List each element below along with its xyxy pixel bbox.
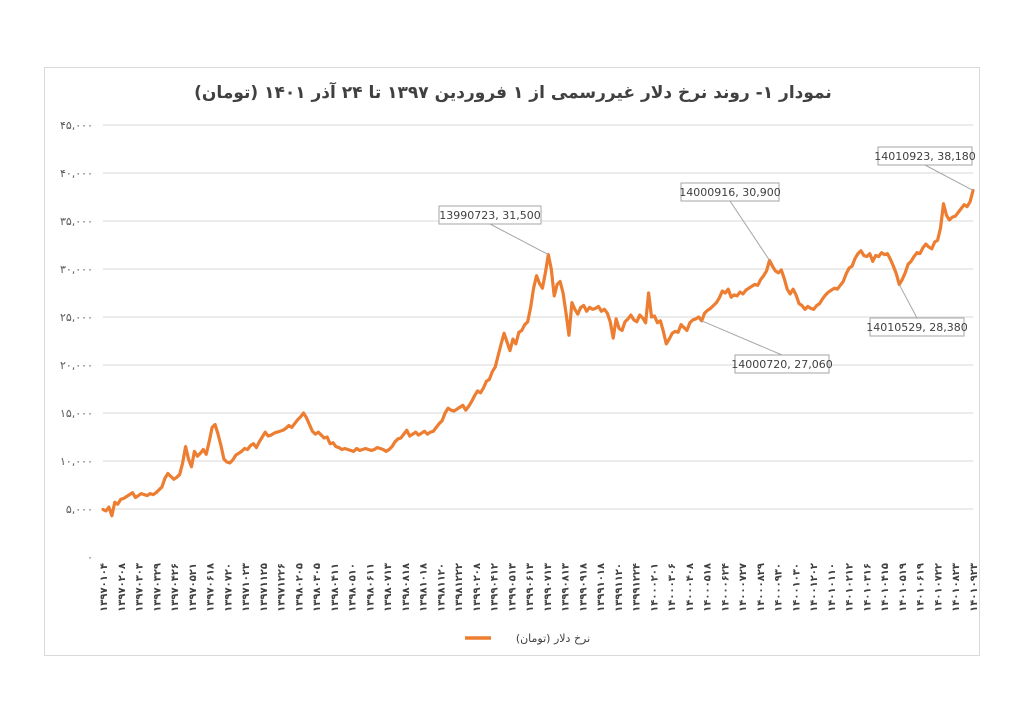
data-callout: 14010529, 28,380 <box>866 284 968 337</box>
callout-label: 13990723, 31,500 <box>439 209 540 222</box>
x-tick-label: ۱۴۰۰۰۷۲۷ <box>738 563 749 612</box>
x-tick-label: ۱۳۹۸۰۳۰۵ <box>312 563 323 612</box>
callout-label: 14010529, 28,380 <box>866 321 967 334</box>
x-tick-label: ۱۴۰۱۰۲۱۲ <box>845 563 856 612</box>
x-tick-label: ۱۴۰۰۰۲۰۱ <box>649 563 660 612</box>
y-tick-label: ۲۵,۰۰۰ <box>60 311 93 324</box>
x-tick-label: ۱۴۰۰۰۹۳۰ <box>774 563 785 612</box>
grid-layer <box>103 124 973 510</box>
callout-label: 14010923, 38,180 <box>874 150 975 163</box>
callout-box <box>680 182 780 202</box>
series-line <box>101 188 975 518</box>
y-tick-label: ۱۵,۰۰۰ <box>60 407 93 420</box>
x-tick-label: ۱۳۹۸۰۷۱۳ <box>383 563 394 612</box>
y-tick-label: ۴۰,۰۰۰ <box>60 167 93 180</box>
callout-leader <box>701 320 783 356</box>
x-tick-label: ۱۳۹۷۰۱۰۴ <box>99 563 110 612</box>
x-tick-label: ۱۳۹۹۱۱۲۰ <box>614 563 625 612</box>
x-tick-label: ۱۳۹۹۰۲۰۸ <box>472 563 483 612</box>
x-axis: ۱۳۹۷۰۱۰۴ ۱۳۹۷۰۲۰۸ ۱۳۹۷۰۳۰۳ ۱۳۹۷۰۳۲۹ ۱۳۹۷۰۴۲۶… <box>99 563 980 612</box>
callout-box <box>438 205 542 225</box>
callout-leader <box>924 164 974 191</box>
callout-leader <box>729 200 770 261</box>
y-tick-label: ۴۵,۰۰۰ <box>60 119 93 132</box>
x-tick-label: ۱۴۰۱۰۴۱۵ <box>880 563 891 612</box>
legend: نرخ دلار (تومان) <box>465 632 590 645</box>
x-tick-label: ۱۳۹۸۰۴۱۱ <box>330 563 341 612</box>
x-tick-label: ۱۳۹۸۰۸۱۸ <box>401 563 412 612</box>
x-tick-label: ۱۴۰۱۰۵۱۹ <box>898 563 909 612</box>
x-tick-label: ۱۳۹۷۰۲۰۸ <box>117 563 128 612</box>
x-tick-label: ۱۳۹۷۰۶۱۸ <box>206 563 217 612</box>
y-tick-label: ۰ <box>87 551 93 564</box>
callout-leader <box>898 284 918 319</box>
x-tick-label: ۱۴۰۰۰۸۲۹ <box>756 563 767 612</box>
data-callout: 14000720, 27,060 <box>701 320 833 374</box>
x-tick-label: ۱۳۹۹۱۰۱۸ <box>596 563 607 612</box>
callout-box <box>734 354 830 374</box>
data-callout: 14010923, 38,180 <box>874 146 976 191</box>
x-tick-label: ۱۳۹۸۰۶۱۱ <box>365 563 376 612</box>
data-callout: 14000916, 30,900 <box>679 182 781 261</box>
x-tick-label: ۱۴۰۰۰۵۱۸ <box>703 563 714 612</box>
callout-leader <box>489 223 549 256</box>
x-tick-label: ۱۴۰۰۱۲۰۲ <box>809 563 820 612</box>
x-tick-label: ۱۳۹۸۱۲۲۲ <box>454 563 465 612</box>
x-tick-label: ۱۳۹۸۰۵۱۰ <box>348 563 359 612</box>
x-tick-label: ۱۳۹۹۰۶۱۳ <box>525 563 536 612</box>
x-tick-label: ۱۳۹۷۱۱۲۵ <box>259 563 270 612</box>
chart-frame: نمودار ۱- روند نرخ دلار غیررسمی از ۱ فرو… <box>44 67 980 656</box>
callout-layer: 13990723, 31,500 14000916, 30,900 14010923… <box>438 146 976 374</box>
callout-label: 14000720, 27,060 <box>731 358 832 371</box>
x-tick-label: ۱۳۹۷۰۷۲۰ <box>223 563 234 612</box>
series-layer <box>101 188 975 518</box>
x-tick-label: ۱۳۹۷۱۲۲۶ <box>277 563 288 612</box>
x-tick-label: ۱۳۹۸۱۰۱۸ <box>419 563 430 612</box>
x-tick-label: ۱۳۹۸۱۱۲۰ <box>436 563 447 612</box>
y-axis: ۰ ۵,۰۰۰ ۱۰,۰۰۰ ۱۵,۰۰۰ ۲۰,۰۰۰ ۲۵,۰۰۰ ۳۰,۰۰۰ ۳۵,۰… <box>60 119 93 564</box>
x-tick-label: ۱۳۹۹۱۲۲۴ <box>632 563 643 612</box>
x-tick-label: ۱۴۰۰۱۰۳۰ <box>791 563 802 612</box>
x-tick-label: ۱۴۰۱۰۸۲۳ <box>951 563 962 612</box>
x-tick-label: ۱۳۹۷۱۰۲۳ <box>241 563 252 612</box>
y-tick-label: ۵,۰۰۰ <box>66 503 93 516</box>
x-tick-label: ۱۳۹۹۰۹۱۸ <box>578 563 589 612</box>
x-tick-label: ۱۴۰۱۰۱۱۰ <box>827 563 838 612</box>
x-tick-label: ۱۳۹۹۰۴۱۲ <box>490 563 501 612</box>
x-tick-label: ۱۴۰۱۰۹۲۳ <box>969 563 980 612</box>
x-tick-label: ۱۳۹۹۰۸۱۳ <box>561 563 572 612</box>
x-tick-label: ۱۳۹۷۰۳۲۹ <box>152 563 163 612</box>
y-tick-label: ۱۰,۰۰۰ <box>60 455 93 468</box>
x-tick-label: ۱۴۰۰۰۶۲۴ <box>720 563 731 612</box>
data-callout: 13990723, 31,500 <box>438 205 549 256</box>
callout-box <box>869 317 965 337</box>
y-tick-label: ۳۰,۰۰۰ <box>60 263 93 276</box>
callout-box <box>877 146 973 166</box>
x-tick-label: ۱۳۹۷۰۳۰۳ <box>135 563 146 612</box>
x-tick-label: ۱۴۰۱۰۳۱۶ <box>862 563 873 612</box>
x-tick-label: ۱۴۰۰۰۴۰۸ <box>685 563 696 612</box>
x-tick-label: ۱۳۹۹۰۵۱۳ <box>507 563 518 612</box>
y-tick-label: ۲۰,۰۰۰ <box>60 359 93 372</box>
chart-title: نمودار ۱- روند نرخ دلار غیررسمی از ۱ فرو… <box>194 83 832 103</box>
x-tick-label: ۱۴۰۱۰۷۲۲ <box>933 563 944 612</box>
chart-plot: ۰ ۵,۰۰۰ ۱۰,۰۰۰ ۱۵,۰۰۰ ۲۰,۰۰۰ ۲۵,۰۰۰ ۳۰,۰۰۰ ۳۵,۰… <box>60 119 980 645</box>
x-tick-label: ۱۳۹۹۰۷۱۳ <box>543 563 554 612</box>
x-tick-label: ۱۴۰۰۰۳۰۶ <box>667 563 678 612</box>
x-tick-label: ۱۳۹۸۰۲۰۵ <box>294 563 305 612</box>
x-tick-label: ۱۳۹۷۰۴۲۶ <box>170 563 181 612</box>
x-tick-label: ۱۳۹۷۰۵۲۱ <box>188 563 199 612</box>
legend-label: نرخ دلار (تومان) <box>516 632 590 645</box>
callout-label: 14000916, 30,900 <box>679 186 780 199</box>
x-tick-label: ۱۴۰۱۰۶۱۹ <box>916 563 927 612</box>
y-tick-label: ۳۵,۰۰۰ <box>60 215 93 228</box>
